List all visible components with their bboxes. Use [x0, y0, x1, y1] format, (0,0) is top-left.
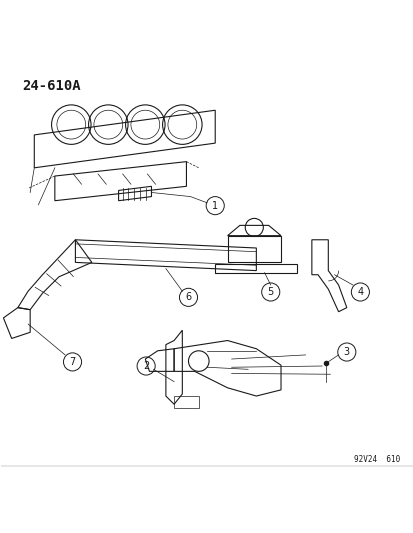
Text: 24-610A: 24-610A [22, 79, 81, 93]
Text: 5: 5 [267, 287, 273, 297]
Text: 2: 2 [142, 361, 149, 371]
Text: 4: 4 [356, 287, 363, 297]
Text: 7: 7 [69, 357, 76, 367]
Text: 3: 3 [343, 347, 349, 357]
Text: 6: 6 [185, 292, 191, 302]
Text: 92V24  610: 92V24 610 [353, 455, 399, 464]
Text: 1: 1 [211, 200, 218, 211]
